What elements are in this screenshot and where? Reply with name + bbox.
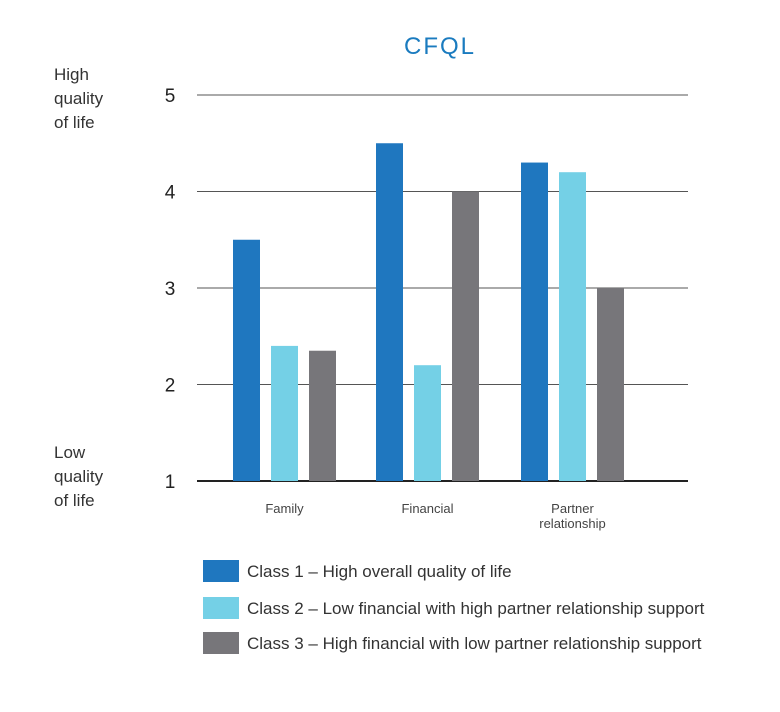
y-label-low: Low (54, 443, 86, 462)
bar-1-family (233, 239, 260, 481)
legend-swatch-1 (203, 560, 239, 582)
y-tick-label: 2 (165, 376, 176, 397)
y-tick-label: 1 (165, 472, 176, 493)
chart-title: CFQL (404, 33, 476, 60)
legend-label-3: Class 3 – High financial with low partne… (247, 634, 702, 653)
legend-swatch-2 (203, 597, 239, 619)
y-tick-label: 4 (165, 183, 176, 204)
bar-2-partner-relationship (559, 172, 586, 481)
y-label-low: quality (54, 467, 104, 486)
x-category-label: Family (265, 501, 304, 516)
x-category-label: relationship (539, 516, 606, 531)
x-category-label: Financial (401, 501, 453, 516)
y-label-high: quality (54, 89, 104, 108)
y-tick-label: 5 (165, 86, 176, 107)
bar-3-partner-relationship (597, 288, 624, 481)
y-label-high: High (54, 65, 89, 84)
bar-2-family (271, 345, 298, 481)
bar-3-financial (452, 191, 479, 481)
bar-3-family (309, 350, 336, 481)
legend-swatch-3 (203, 632, 239, 654)
legend-label-2: Class 2 – Low financial with high partne… (247, 599, 705, 618)
legend-label-1: Class 1 – High overall quality of life (247, 562, 512, 581)
bar-2-financial (414, 365, 441, 481)
y-tick-label: 3 (165, 279, 176, 300)
y-label-low: of life (54, 491, 95, 510)
x-category-label: Partner (551, 501, 594, 516)
bar-1-financial (376, 143, 403, 481)
bar-1-partner-relationship (521, 162, 548, 482)
y-label-high: of life (54, 113, 95, 132)
